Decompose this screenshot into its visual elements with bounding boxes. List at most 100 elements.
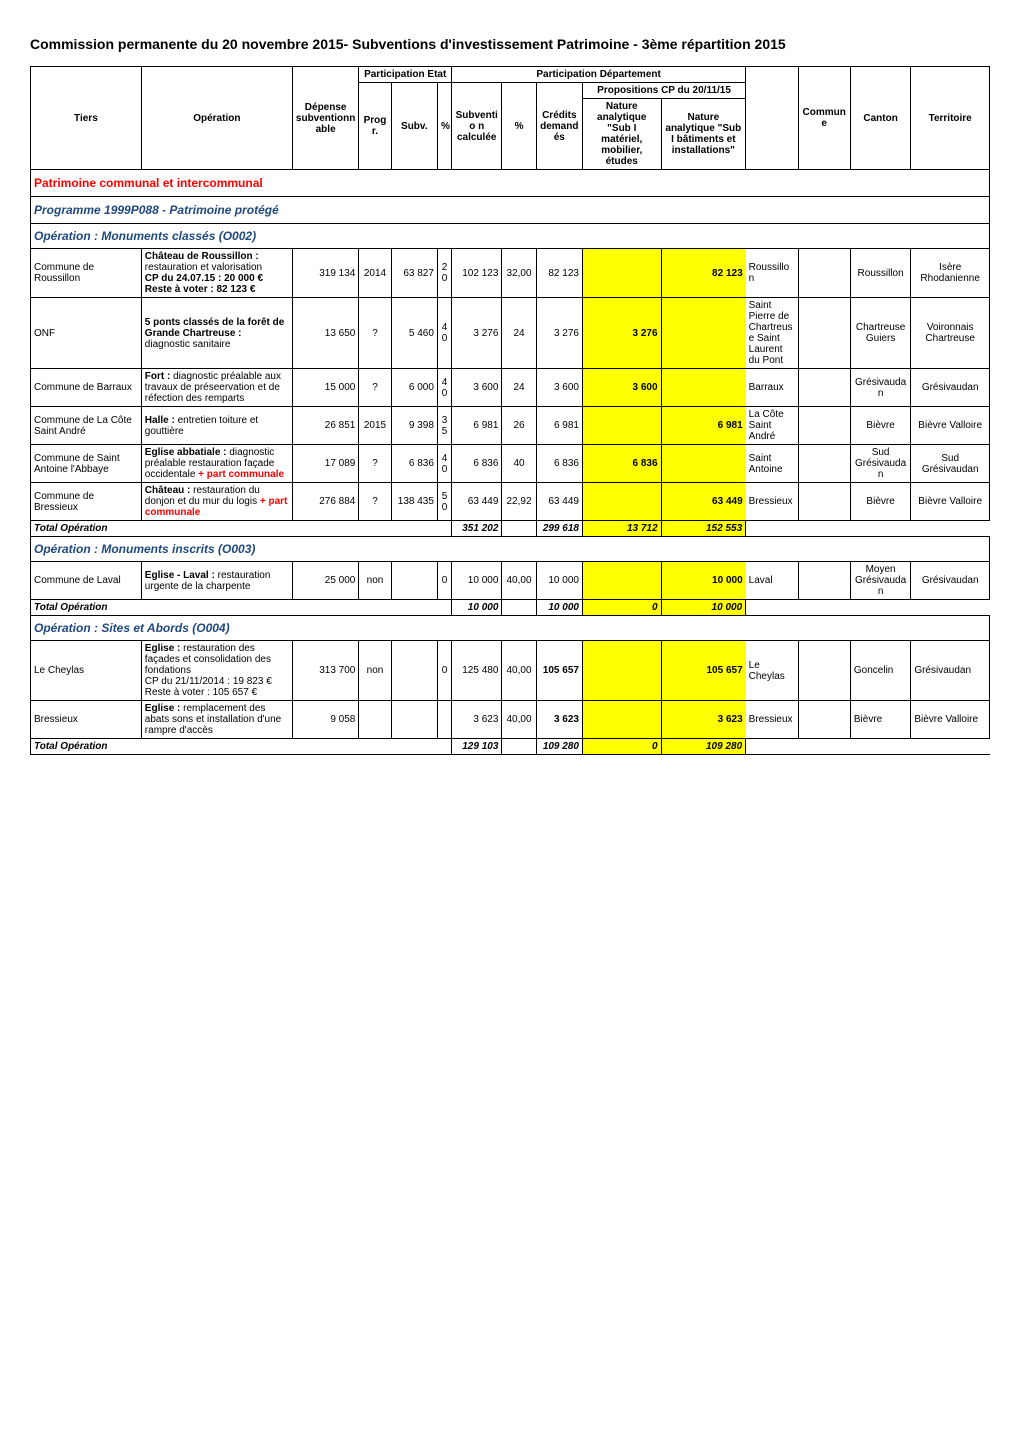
cell-nat1 — [582, 407, 661, 445]
cell-dep: 13 650 — [292, 298, 358, 369]
cell-subcalc: 63 449 — [452, 483, 502, 521]
cell-canton: Bièvre — [850, 483, 910, 521]
cell-progr: ? — [359, 369, 391, 407]
cell-terr: Bièvre Valloire — [911, 407, 990, 445]
total-label: Total Opération — [31, 521, 452, 537]
op-cp: CP du 24.07.15 : 20 000 € — [145, 273, 263, 284]
table-row: Commune de Barraux Fort : diagnostic pré… — [31, 369, 990, 407]
cell-operation: Eglise abbatiale : diagnostic préalable … — [141, 445, 292, 483]
cell-terr: Grésivaudan — [911, 562, 990, 600]
cell-p: 40 — [437, 445, 451, 483]
table-row: Le Cheylas Eglise : restauration des faç… — [31, 641, 990, 701]
total-nat2: 152 553 — [661, 521, 746, 537]
cell-nat2: 82 123 — [661, 249, 746, 298]
main-table: Tiers Opération Dépense subventionnable … — [30, 66, 990, 755]
cell-tiers: Commune de Bressieux — [31, 483, 142, 521]
cell-nat2: 10 000 — [661, 562, 746, 600]
total-row-1: Total Opération 351 202 299 618 13 712 1… — [31, 521, 990, 537]
cell-nat2: 105 657 — [661, 641, 746, 701]
total-cred: 109 280 — [536, 739, 582, 755]
cell-pct: 26 — [502, 407, 536, 445]
total-nat2: 109 280 — [661, 739, 746, 755]
total-label: Total Opération — [31, 739, 452, 755]
cell-nat1 — [582, 483, 661, 521]
cell-blank — [798, 249, 850, 298]
cell-dep: 319 134 — [292, 249, 358, 298]
cell-operation: Château : restauration du donjon et du m… — [141, 483, 292, 521]
cell-canton: Roussillon — [850, 249, 910, 298]
section-blue-label: Programme 1999P088 - Patrimoine protégé — [31, 197, 990, 224]
table-row: ONF 5 ponts classés de la forêt de Grand… — [31, 298, 990, 369]
h-operation: Opération — [141, 67, 292, 170]
cell-blank — [798, 445, 850, 483]
cell-nat1: 6 836 — [582, 445, 661, 483]
cell-subv — [391, 701, 437, 739]
total-subcalc: 351 202 — [452, 521, 502, 537]
cell-pct: 32,00 — [502, 249, 536, 298]
cell-progr: non — [359, 562, 391, 600]
cell-commune: La Côte Saint André — [746, 407, 798, 445]
cell-canton: Sud Grésivaudan — [850, 445, 910, 483]
cell-cred: 105 657 — [536, 641, 582, 701]
cell-cred: 6 981 — [536, 407, 582, 445]
cell-progr: non — [359, 641, 391, 701]
cell-tiers: Le Cheylas — [31, 641, 142, 701]
cell-operation: Eglise : remplacement des abats sons et … — [141, 701, 292, 739]
cell-operation: 5 ponts classés de la forêt de Grande Ch… — [141, 298, 292, 369]
cell-dep: 313 700 — [292, 641, 358, 701]
total-row-2: Total Opération 10 000 10 000 0 10 000 — [31, 600, 990, 616]
cell-subv: 6 836 — [391, 445, 437, 483]
cell-tiers: Bressieux — [31, 701, 142, 739]
h-pct: % — [437, 83, 451, 170]
table-row: Commune de La Côte Saint André Halle : e… — [31, 407, 990, 445]
total-blank-right — [746, 521, 990, 537]
op-bold: Château de Roussillon : — [145, 251, 259, 262]
op-bold: 5 ponts classés de la forêt de Grande Ch… — [145, 317, 285, 339]
section-red-label: Patrimoine communal et intercommunal — [31, 170, 990, 197]
cell-progr: 2014 — [359, 249, 391, 298]
total-row-3: Total Opération 129 103 109 280 0 109 28… — [31, 739, 990, 755]
table-row: Bressieux Eglise : remplacement des abat… — [31, 701, 990, 739]
cell-dep: 15 000 — [292, 369, 358, 407]
cell-p: 20 — [437, 249, 451, 298]
op-reste: Reste à voter : 105 657 € — [145, 687, 257, 698]
total-nat2: 10 000 — [661, 600, 746, 616]
cell-tiers: Commune de Saint Antoine l'Abbaye — [31, 445, 142, 483]
cell-dep: 276 884 — [292, 483, 358, 521]
cell-nat1: 3 600 — [582, 369, 661, 407]
cell-tiers: Commune de Roussillon — [31, 249, 142, 298]
total-nat1: 0 — [582, 600, 661, 616]
cell-progr — [359, 701, 391, 739]
cell-cred: 3 623 — [536, 701, 582, 739]
header-row-1: Tiers Opération Dépense subventionnable … — [31, 67, 990, 83]
cell-dep: 26 851 — [292, 407, 358, 445]
cell-dep: 17 089 — [292, 445, 358, 483]
total-nat1: 0 — [582, 739, 661, 755]
cell-nat1 — [582, 701, 661, 739]
cell-subv: 63 827 — [391, 249, 437, 298]
cell-subv: 5 460 — [391, 298, 437, 369]
total-nat1: 13 712 — [582, 521, 661, 537]
cell-subv — [391, 641, 437, 701]
cell-canton: Bièvre — [850, 407, 910, 445]
section-patrimoine: Patrimoine communal et intercommunal — [31, 170, 990, 197]
h-tiers: Tiers — [31, 67, 142, 170]
h-depense: Dépense subventionnable — [292, 67, 358, 170]
cell-progr: ? — [359, 445, 391, 483]
h-part-etat: Participation Etat — [359, 67, 452, 83]
h-propositions: Propositions CP du 20/11/15 — [582, 83, 745, 99]
cell-nat2 — [661, 298, 746, 369]
cell-operation: Halle : entretien toiture et gouttière — [141, 407, 292, 445]
cell-blank — [798, 407, 850, 445]
cell-pct: 40 — [502, 445, 536, 483]
op-bold: Fort : — [145, 371, 173, 382]
cell-operation: Fort : diagnostic préalable aux travaux … — [141, 369, 292, 407]
cell-blank — [798, 483, 850, 521]
op-red: + part communale — [198, 469, 284, 480]
op-reste: Reste à voter : 82 123 € — [145, 284, 256, 295]
cell-tiers: Commune de Barraux — [31, 369, 142, 407]
table-row: Commune de Saint Antoine l'Abbaye Eglise… — [31, 445, 990, 483]
cell-nat2 — [661, 445, 746, 483]
cell-commune: Roussillon — [746, 249, 798, 298]
cell-nat1 — [582, 562, 661, 600]
